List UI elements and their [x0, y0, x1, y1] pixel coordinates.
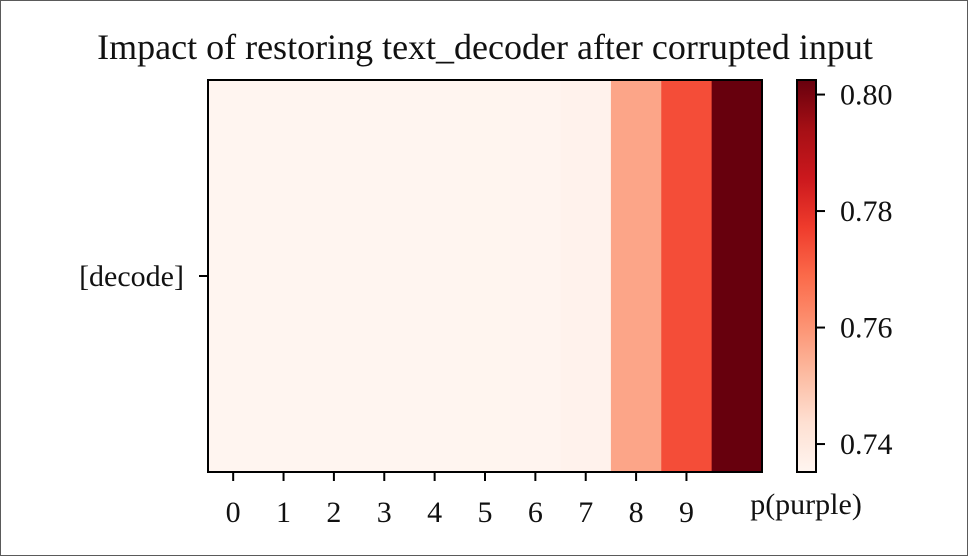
- colorbar: 0.74 0.76 0.78 0.80: [796, 79, 893, 473]
- heatmap-cell: [258, 80, 310, 472]
- x-extra-label: p(purple): [750, 488, 862, 521]
- x-tick-label: 5: [478, 496, 493, 529]
- x-tick-label: 7: [578, 496, 593, 529]
- heatmap-cell: [459, 80, 511, 472]
- x-tick-label: 8: [629, 496, 644, 529]
- colorbar-gradient: [796, 79, 817, 473]
- heatmap-cells: [208, 80, 763, 472]
- colorbar-tick-label: 0.78: [840, 195, 893, 228]
- colorbar-tick-label: 0.80: [840, 79, 893, 112]
- heatmap-cell: [711, 80, 763, 472]
- colorbar-tick-label: 0.76: [840, 312, 893, 345]
- heatmap-cell: [610, 80, 662, 472]
- x-tick-label: 2: [326, 496, 341, 529]
- colorbar-ticks: 0.74 0.76 0.78 0.80: [816, 79, 893, 461]
- heatmap-cell: [409, 80, 461, 472]
- x-tick-label: 9: [679, 496, 694, 529]
- heatmap-cell: [560, 80, 612, 472]
- x-tick-label: 6: [528, 496, 543, 529]
- chart-title: Impact of restoring text_decoder after c…: [97, 27, 873, 67]
- x-tick-label: 3: [377, 496, 392, 529]
- colorbar-tick-label: 0.74: [840, 428, 893, 461]
- x-tick-label: 0: [226, 496, 241, 529]
- heatmap-cell: [208, 80, 259, 472]
- x-tick-label: 4: [427, 496, 442, 529]
- heatmap-cell: [308, 80, 360, 472]
- x-axis: 0 1 2 3 4 5 6 7 8 9: [226, 472, 694, 529]
- heatmap-cell: [661, 80, 713, 472]
- heatmap-cell: [359, 80, 411, 472]
- x-tick-label: 1: [276, 496, 291, 529]
- y-tick-label: [decode]: [79, 260, 184, 293]
- y-axis: [decode]: [79, 260, 208, 293]
- heatmap-cell: [510, 80, 562, 472]
